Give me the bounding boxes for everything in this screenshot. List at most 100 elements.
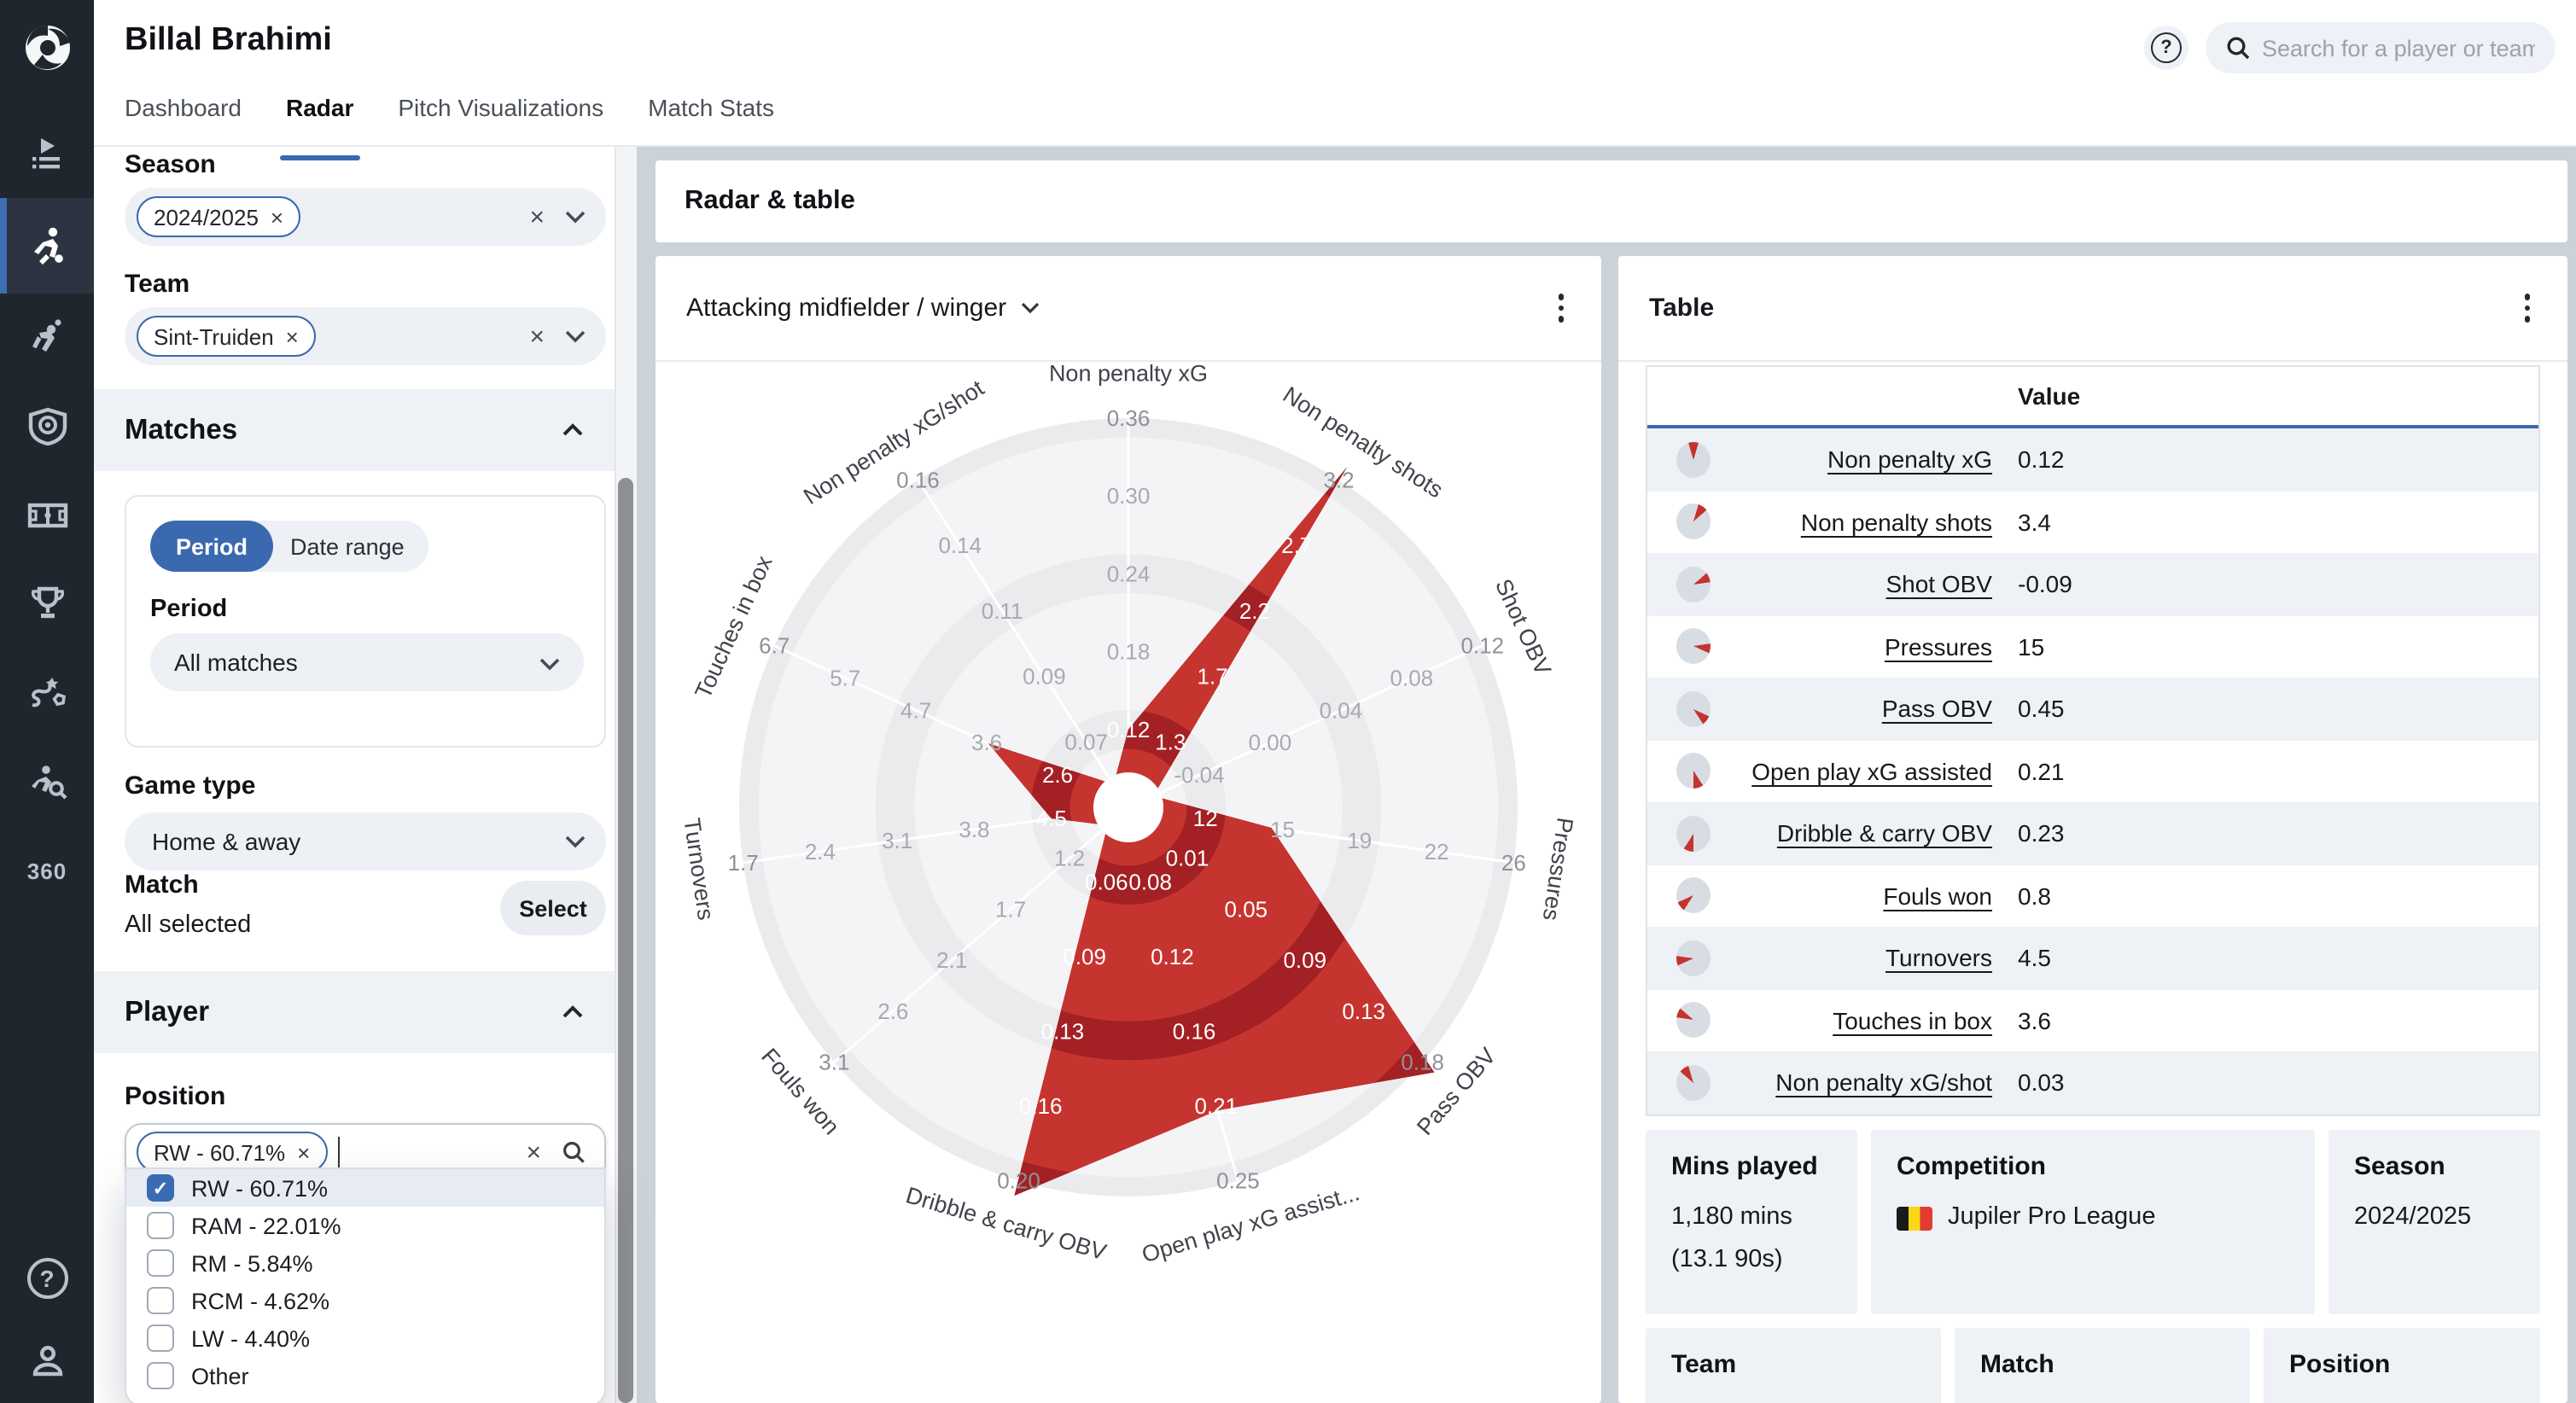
table-menu-button[interactable] — [2517, 288, 2537, 329]
svg-text:0.12: 0.12 — [1151, 944, 1194, 969]
table-header-row: Value — [1647, 367, 2538, 428]
metric-value: 0.23 — [2018, 819, 2065, 847]
metric-name[interactable]: Turnovers — [1885, 944, 1992, 972]
position-option[interactable]: RM - 5.84% — [126, 1244, 604, 1282]
metric-value: 0.12 — [2018, 445, 2065, 474]
metric-name[interactable]: Pressures — [1884, 632, 1992, 661]
radar-direction-pie-icon — [1676, 815, 1711, 852]
sidebar-item-competitions[interactable] — [0, 560, 94, 649]
radar-template-select[interactable]: Attacking midfielder / winger — [686, 294, 1039, 323]
player-section-header[interactable]: Player — [94, 971, 615, 1053]
table-row: Turnovers 4.5 — [1647, 927, 2538, 989]
svg-text:1.7: 1.7 — [728, 850, 759, 876]
position-option[interactable]: ✓ RW - 60.71% — [126, 1169, 604, 1207]
account-icon — [32, 1345, 62, 1377]
metric-name[interactable]: Shot OBV — [1885, 570, 1992, 598]
help-button[interactable]: ? — [2144, 26, 2188, 70]
sidebar-item-set-pieces[interactable] — [0, 649, 94, 737]
search-input[interactable] — [2262, 35, 2535, 61]
svg-text:0.13: 0.13 — [1041, 1019, 1085, 1045]
clear-icon[interactable]: × — [529, 322, 545, 351]
checkbox-icon[interactable] — [147, 1212, 174, 1239]
table-row: Open play xG assisted 0.21 — [1647, 740, 2538, 802]
sidebar-item-help[interactable]: ? — [0, 1239, 94, 1318]
period-select[interactable]: All matches — [150, 633, 584, 691]
season-chip[interactable]: 2024/2025 × — [137, 196, 301, 237]
checkbox-checked-icon[interactable]: ✓ — [147, 1174, 174, 1202]
search-bar[interactable] — [2206, 22, 2556, 73]
sidebar-item-account[interactable] — [0, 1318, 94, 1403]
metric-name[interactable]: Touches in box — [1833, 1006, 1992, 1034]
sidebar-item-360[interactable]: 360 — [0, 826, 94, 915]
statsbomb-logo[interactable] — [0, 0, 94, 96]
metric-name[interactable]: Dribble & carry OBV — [1776, 819, 1992, 847]
svg-text:0.08: 0.08 — [1390, 665, 1434, 690]
info-card-competition: Competition Jupiler Pro League — [1871, 1130, 2315, 1314]
table-row: Pressures 15 — [1647, 615, 2538, 678]
page-title: Billal Brahimi — [125, 22, 332, 58]
tab-match-stats[interactable]: Match Stats — [648, 94, 774, 121]
chevron-down-icon[interactable] — [565, 329, 586, 343]
checkbox-icon[interactable] — [147, 1287, 174, 1314]
checkbox-icon[interactable] — [147, 1362, 174, 1389]
svg-text:22: 22 — [1425, 839, 1449, 865]
svg-text:3.6: 3.6 — [971, 730, 1002, 755]
metric-name[interactable]: Non penalty xG/shot — [1775, 1068, 1992, 1097]
metric-name[interactable]: Pass OBV — [1881, 695, 1992, 723]
sidebar-item-player[interactable] — [0, 198, 94, 294]
chip-remove-icon[interactable]: × — [285, 323, 299, 349]
value-column-header: Value — [2018, 382, 2081, 410]
position-chip[interactable]: RW - 60.71% × — [137, 1132, 328, 1173]
position-option[interactable]: LW - 4.40% — [126, 1319, 604, 1357]
season-select[interactable]: 2024/2025 × × — [125, 188, 606, 246]
tab-pitch-visualizations[interactable]: Pitch Visualizations — [398, 94, 604, 121]
sidebar-item-matches[interactable] — [0, 109, 94, 198]
filter-scrollbar-track[interactable] — [615, 147, 637, 1403]
radar-menu-button[interactable] — [1551, 288, 1571, 329]
radar-table-header-card: Radar & table — [656, 160, 2567, 242]
sidebar-item-pitch[interactable] — [0, 471, 94, 560]
sidebar-item-team[interactable] — [0, 382, 94, 471]
game-type-select[interactable]: Home & away — [125, 812, 606, 870]
metric-value: 4.5 — [2018, 944, 2051, 972]
position-option[interactable]: Other — [126, 1357, 604, 1394]
toggle-date-range[interactable]: Date range — [290, 533, 405, 559]
metric-name[interactable]: Fouls won — [1883, 882, 1992, 910]
table-row: Non penalty shots 3.4 — [1647, 491, 2538, 553]
chip-remove-icon[interactable]: × — [270, 204, 284, 230]
clear-icon[interactable]: × — [526, 1138, 541, 1167]
checkbox-icon[interactable] — [147, 1324, 174, 1352]
match-select-button[interactable]: Select — [500, 881, 606, 935]
sidebar-item-scouting[interactable] — [0, 737, 94, 826]
info-card-label: Team — [1671, 1350, 1737, 1379]
info-card-label: Match — [1980, 1350, 2054, 1379]
metric-name[interactable]: Non penalty xG — [1827, 445, 1992, 474]
svg-text:6.7: 6.7 — [759, 633, 790, 659]
svg-text:0.12: 0.12 — [1460, 633, 1504, 659]
svg-text:0.08: 0.08 — [1128, 870, 1172, 895]
svg-text:1.7: 1.7 — [995, 896, 1026, 922]
table-row: Non penalty xG/shot 0.03 — [1647, 1051, 2538, 1114]
clear-icon[interactable]: × — [529, 202, 545, 231]
chevron-down-icon[interactable] — [565, 210, 586, 224]
metric-name[interactable]: Open play xG assisted — [1751, 757, 1992, 785]
filter-scrollbar-thumb[interactable] — [618, 478, 633, 1403]
tab-dashboard[interactable]: Dashboard — [125, 94, 242, 121]
svg-text:3.8: 3.8 — [959, 817, 989, 842]
radar-direction-pie-icon — [1676, 690, 1711, 727]
toggle-period[interactable]: Period — [150, 521, 274, 572]
svg-text:4.7: 4.7 — [900, 697, 931, 723]
chip-remove-icon[interactable]: × — [297, 1139, 311, 1165]
matches-section-header[interactable]: Matches — [94, 389, 615, 471]
svg-text:3.2: 3.2 — [1323, 467, 1354, 492]
team-chip[interactable]: Sint-Truiden × — [137, 316, 316, 357]
sidebar-item-goalkeeper[interactable] — [0, 294, 94, 382]
position-option[interactable]: RCM - 4.62% — [126, 1282, 604, 1319]
metric-name[interactable]: Non penalty shots — [1800, 508, 1992, 536]
position-option[interactable]: RAM - 22.01% — [126, 1207, 604, 1244]
radar-direction-pie-icon — [1676, 1064, 1711, 1101]
checkbox-icon[interactable] — [147, 1249, 174, 1277]
tab-radar[interactable]: Radar — [279, 94, 360, 160]
team-select[interactable]: Sint-Truiden × × — [125, 307, 606, 365]
